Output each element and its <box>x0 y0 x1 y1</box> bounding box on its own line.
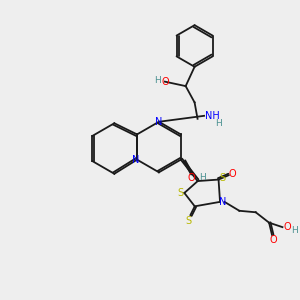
Text: O: O <box>270 235 277 244</box>
Text: N: N <box>132 155 139 165</box>
Text: H: H <box>215 119 222 128</box>
Text: O: O <box>283 222 291 232</box>
Text: S: S <box>219 173 225 183</box>
Text: N: N <box>219 197 226 207</box>
Text: H: H <box>154 76 160 85</box>
Text: S: S <box>186 216 192 226</box>
Text: H: H <box>291 226 298 235</box>
Text: O: O <box>161 76 169 87</box>
Text: NH: NH <box>205 111 220 121</box>
Text: S: S <box>178 188 184 198</box>
Text: O: O <box>229 169 236 178</box>
Text: N: N <box>155 117 163 127</box>
Text: O: O <box>188 173 195 183</box>
Text: H: H <box>199 173 206 182</box>
